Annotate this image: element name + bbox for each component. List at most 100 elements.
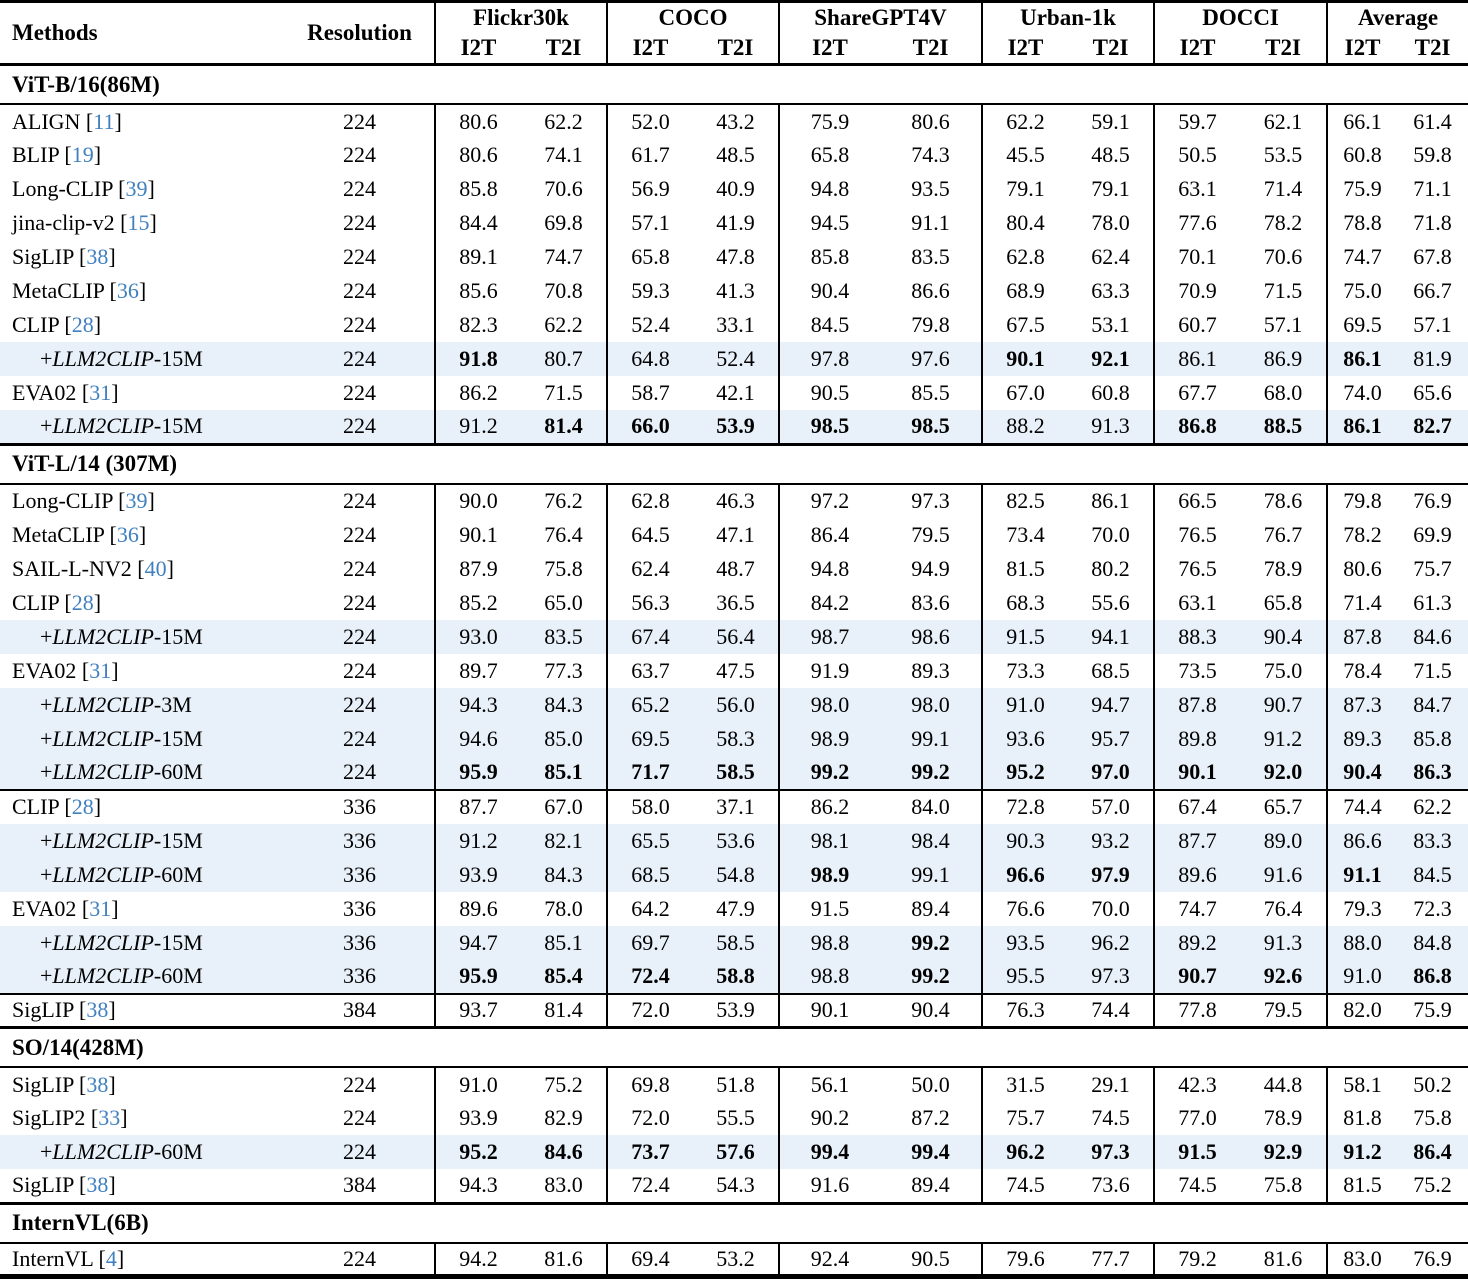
resolution-cell: 224 [343, 210, 376, 235]
score-cell: 73.7 [606, 1135, 693, 1169]
citation-link[interactable]: 31 [89, 895, 112, 921]
score-cell: 72.4 [606, 959, 693, 994]
score-cell: 79.5 [911, 521, 950, 547]
score-cell: 98.7 [778, 619, 880, 654]
score-cell: 80.7 [544, 346, 583, 371]
score-cell: 99.2 [911, 759, 950, 784]
resolution-cell: 336 [285, 788, 435, 824]
subcol-header-i2t: I2T [434, 33, 521, 66]
citation-link[interactable]: 36 [116, 278, 139, 303]
citation-link[interactable]: 33 [98, 1105, 121, 1130]
table-row: SigLIP2 [33] 224 93.9 82.9 72.0 55.5 90.2 87.2 7… [0, 1101, 1468, 1135]
score-cell: 33.1 [716, 312, 755, 337]
score-cell: 70.9 [1153, 274, 1241, 308]
citation-link[interactable]: 31 [89, 657, 112, 683]
score-cell: 65.0 [544, 589, 583, 615]
col-group-coco: COCO [606, 1, 779, 33]
resolution-cell: 384 [343, 1172, 376, 1198]
resolution-cell: 224 [343, 413, 376, 439]
score-cell: 90.7 [1263, 691, 1303, 717]
resolution-cell: 336 [343, 929, 376, 955]
table-row: SigLIP [38] 224 89.1 74.7 65.8 47.8 85.8 83.5 62… [0, 240, 1468, 274]
citation-link[interactable]: 31 [89, 380, 112, 405]
score-cell: 99.2 [911, 963, 950, 988]
score-cell: 81.5 [1326, 1169, 1398, 1203]
col-group-average: Average [1326, 1, 1468, 33]
section-title: ViT-B/16(86M) [0, 63, 1468, 105]
score-cell: 94.5 [778, 206, 880, 240]
score-cell: 62.2 [544, 312, 583, 337]
citation-link[interactable]: 38 [86, 997, 109, 1023]
citation-link[interactable]: 28 [71, 589, 94, 615]
score-cell: 42.3 [1153, 1067, 1241, 1101]
score-cell: 58.1 [1326, 1067, 1398, 1101]
citation-link[interactable]: 38 [86, 1172, 109, 1198]
citation-link[interactable]: 36 [116, 521, 139, 547]
score-cell: 75.9 [1326, 172, 1398, 206]
score-cell: 76.9 [1413, 488, 1452, 513]
score-cell: 94.7 [1091, 691, 1130, 717]
citation-link[interactable]: 28 [71, 794, 94, 819]
score-cell: 70.8 [544, 278, 583, 303]
score-cell: 99.4 [911, 1139, 950, 1164]
score-cell: 71.8 [1413, 210, 1452, 235]
score-cell: 86.8 [1413, 963, 1452, 988]
score-cell: 98.9 [778, 857, 880, 892]
score-cell: 62.2 [981, 104, 1069, 138]
citation-link[interactable]: 11 [93, 108, 115, 134]
score-cell: 57.1 [1413, 312, 1452, 337]
score-cell: 82.7 [1413, 413, 1452, 439]
score-cell: 77.6 [1153, 206, 1241, 240]
citation-link[interactable]: 39 [125, 488, 148, 513]
score-cell: 67.7 [1153, 376, 1241, 410]
score-cell: 97.3 [1091, 1139, 1130, 1164]
citation-link[interactable]: 38 [86, 1071, 109, 1097]
llm2clip-label: LLM2CLIP [52, 346, 154, 371]
resolution-cell: 224 [343, 1139, 376, 1164]
citation-link[interactable]: 40 [144, 555, 167, 581]
score-cell: 91.3 [1263, 929, 1303, 955]
table-row: SigLIP [38] 384 94.3 83.0 72.4 54.3 91.6 89.4 74… [0, 1169, 1468, 1203]
citation-link[interactable]: 19 [71, 142, 94, 167]
subcol-header-i2t: I2T [778, 33, 880, 66]
score-cell: 90.4 [880, 992, 983, 1028]
score-cell: 94.3 [434, 687, 521, 722]
score-cell: 92.0 [1263, 759, 1303, 784]
score-cell: 84.5 [778, 308, 880, 342]
score-cell: 65.8 [778, 138, 880, 172]
table-row: SAIL-L-NV2 [40] 224 87.9 75.8 62.4 48.7 94.8 94… [0, 551, 1468, 586]
score-cell: 93.7 [434, 992, 521, 1028]
method-cell: +LLM2CLIP-60M [40, 1139, 203, 1164]
score-cell: 86.1 [1326, 342, 1398, 376]
citation-link[interactable]: 4 [105, 1245, 117, 1271]
citation-link[interactable]: 28 [71, 312, 94, 337]
score-cell: 75.8 [1263, 1172, 1303, 1198]
table-body: ViT-B/16(86M) ALIGN [11] 224 80.6 62.2 52.0 43… [0, 63, 1468, 1277]
score-cell: 89.7 [434, 653, 521, 688]
citation-link[interactable]: 39 [125, 176, 148, 201]
score-cell: 90.2 [778, 1101, 880, 1135]
method-cell: ALIGN [11] [12, 108, 122, 134]
score-cell: 85.5 [911, 380, 950, 405]
score-cell: 90.3 [981, 823, 1069, 858]
method-cell: Long-CLIP [39] [12, 176, 155, 201]
score-cell: 97.6 [911, 346, 950, 371]
citation-link[interactable]: 38 [86, 244, 109, 269]
score-cell: 81.6 [1263, 1245, 1303, 1271]
score-cell: 87.8 [1153, 687, 1241, 722]
table-row: EVA02 [31] 224 89.7 77.3 63.7 47.5 91.9 89.3 73.… [0, 653, 1468, 688]
resolution-cell: 224 [343, 488, 376, 513]
score-cell: 66.1 [1326, 104, 1398, 138]
table-row: +LLM2CLIP-15M 336 94.7 85.1 69.7 58.5 98.8 99.2… [0, 925, 1468, 960]
resolution-cell: 224 [343, 346, 376, 371]
score-cell: 53.2 [716, 1245, 755, 1271]
score-cell: 92.9 [1263, 1139, 1303, 1164]
score-cell: 81.4 [521, 992, 607, 1028]
score-cell: 86.9 [1263, 346, 1303, 371]
score-cell: 81.8 [1326, 1101, 1398, 1135]
citation-link[interactable]: 15 [127, 210, 150, 235]
score-cell: 78.2 [1326, 517, 1398, 552]
score-cell: 89.4 [911, 1172, 950, 1198]
score-cell: 76.4 [544, 521, 583, 547]
method-cell: +LLM2CLIP-60M [40, 963, 203, 988]
